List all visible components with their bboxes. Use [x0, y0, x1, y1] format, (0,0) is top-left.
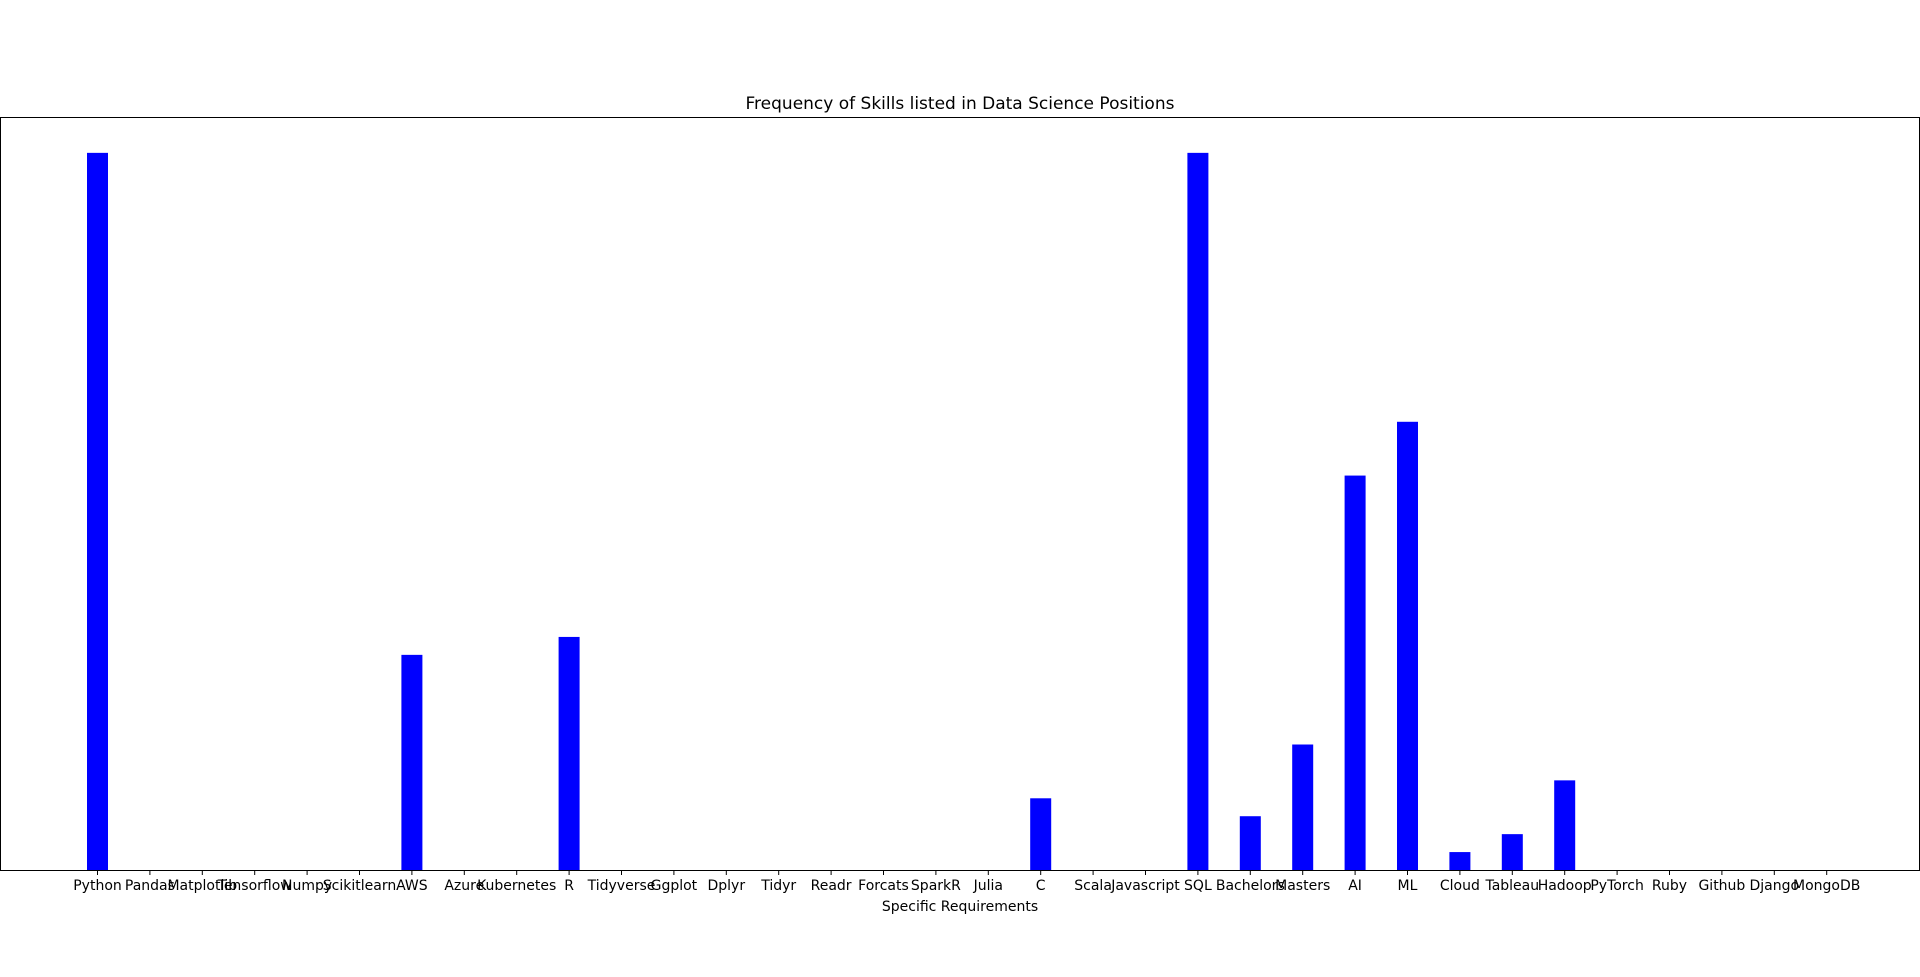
- bar-c: [1030, 798, 1052, 870]
- x-tick-label: Pandas: [125, 878, 175, 894]
- x-tick-label: AWS: [396, 878, 428, 894]
- x-tick-label: PyTorch: [1590, 878, 1643, 894]
- x-tick-label: Masters: [1275, 878, 1330, 894]
- x-tick-label: MongoDB: [1793, 878, 1860, 894]
- x-tick-label: Forcats: [858, 878, 909, 894]
- bar-masters: [1292, 744, 1314, 870]
- x-tick-label: Github: [1698, 878, 1745, 894]
- x-tick-label: Javascript: [1110, 878, 1180, 894]
- x-tick-label: Ggplot: [651, 878, 698, 894]
- x-tick-label: AI: [1348, 878, 1362, 894]
- x-tick-label: Kubernetes: [477, 878, 556, 894]
- bar-sql: [1187, 152, 1209, 871]
- x-tick-label: SQL: [1184, 878, 1212, 894]
- x-tick-label: Tidyr: [760, 878, 796, 894]
- x-ticks-group: Python PandasMatplotlibTensorflowNumpySci…: [73, 870, 1860, 894]
- x-tick-label: Scikitlearn: [323, 878, 396, 894]
- bar-bachelors: [1239, 816, 1261, 870]
- x-tick-label: Python: [73, 878, 122, 894]
- x-tick-label: R: [564, 878, 574, 894]
- x-tick-label: Tableau: [1484, 878, 1539, 894]
- x-tick-label: Dplyr: [707, 878, 745, 894]
- bar-ai: [1344, 475, 1366, 870]
- x-tick-label: SparkR: [911, 878, 961, 894]
- bar-python: [87, 152, 108, 871]
- x-tick-label: Django: [1750, 878, 1800, 894]
- x-tick-label: ML: [1398, 878, 1418, 894]
- chart-title: Frequency of Skills listed in Data Scien…: [746, 94, 1175, 114]
- x-tick-label: Hadoop: [1538, 878, 1592, 894]
- x-tick-label: Tidyverse: [587, 878, 656, 894]
- x-tick-label: Cloud: [1440, 878, 1480, 894]
- bar-hadoop: [1554, 780, 1576, 870]
- bar-cloud: [1449, 852, 1471, 870]
- bar-aws: [401, 654, 423, 870]
- plot-frame: [0, 117, 1920, 871]
- x-tick-label: Ruby: [1652, 878, 1687, 894]
- x-tick-label: Azure: [444, 878, 484, 894]
- x-tick-label: Bachelors: [1216, 878, 1285, 894]
- x-axis-label: Specific Requirements: [882, 899, 1038, 915]
- x-tick-label: Matplotlib: [167, 878, 237, 894]
- x-tick-label: C: [1036, 878, 1046, 894]
- bars-group: [87, 152, 1576, 871]
- bar-tableau: [1501, 834, 1523, 870]
- bar-r: [558, 636, 580, 870]
- x-tick-label: Readr: [811, 878, 852, 894]
- x-tick-label: Numpy: [282, 878, 332, 894]
- x-tick-label: Scala: [1074, 878, 1112, 894]
- bar-ml: [1397, 421, 1418, 870]
- x-tick-label: Julia: [973, 878, 1003, 894]
- x-tick-label: Tensorflow: [217, 878, 292, 894]
